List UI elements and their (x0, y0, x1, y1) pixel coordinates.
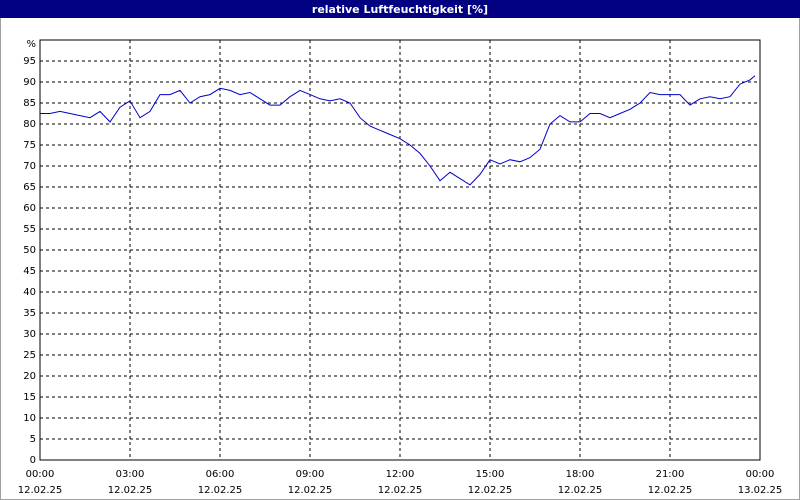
y-tick-label: 65 (23, 182, 36, 193)
chart-title: relative Luftfeuchtigkeit [%] (312, 3, 488, 16)
y-tick-label: 55 (23, 224, 36, 235)
line (40, 75, 756, 186)
plot-border (39, 39, 761, 461)
title-bar (0, 0, 800, 18)
x-tick-label: 21:00 (656, 469, 685, 480)
x-tick-label: 00:00 (746, 469, 775, 480)
x-tick-label: 12.02.25 (648, 485, 693, 496)
y-tick-label: 25 (23, 350, 36, 361)
x-tick-label: 12.02.25 (468, 485, 513, 496)
x-tick-label: 12.02.25 (108, 485, 153, 496)
y-tick-label: 95 (23, 56, 36, 67)
x-tick-label: 09:00 (296, 469, 325, 480)
y-tick-label: 70 (23, 161, 36, 172)
y-tick-label: 75 (23, 140, 36, 151)
x-tick-label: 06:00 (206, 469, 235, 480)
y-tick-label: 50 (23, 245, 36, 256)
y-tick-label: 15 (23, 392, 36, 403)
y-axis-label: % (26, 39, 36, 50)
x-tick-label: 12.02.25 (198, 485, 243, 496)
x-tick-label: 12:00 (386, 469, 415, 480)
y-tick-label: 60 (23, 203, 36, 214)
y-tick-label: 30 (23, 329, 36, 340)
y-tick-label: 80 (23, 119, 36, 130)
y-tick-label: 0 (30, 455, 36, 466)
y-tick-label: 20 (23, 371, 36, 382)
x-tick-label: 12.02.25 (558, 485, 603, 496)
y-tick-label: 35 (23, 308, 36, 319)
y-tick-label: 5 (30, 434, 36, 445)
x-tick-label: 13.02.25 (738, 485, 783, 496)
y-tick-label: 45 (23, 266, 36, 277)
x-tick-label: 15:00 (476, 469, 505, 480)
x-tick-label: 12.02.25 (18, 485, 63, 496)
y-tick-label: 85 (23, 98, 36, 109)
x-tick-label: 18:00 (566, 469, 595, 480)
y-tick-label: 10 (23, 413, 36, 424)
y-tick-label: 40 (23, 287, 36, 298)
x-tick-label: 12.02.25 (378, 485, 423, 496)
x-tick-label: 03:00 (116, 469, 145, 480)
x-tick-label: 12.02.25 (288, 485, 333, 496)
y-tick-label: 90 (23, 77, 36, 88)
x-tick-label: 00:00 (26, 469, 55, 480)
